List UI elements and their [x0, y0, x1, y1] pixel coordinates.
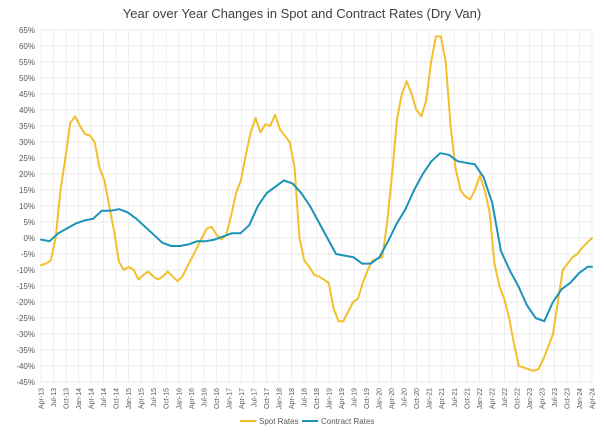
y-tick-label: -15%: [16, 282, 35, 291]
y-tick-label: -30%: [16, 330, 35, 339]
y-tick-label: 50%: [19, 74, 35, 83]
x-tick-label: Jan-15: [126, 388, 133, 410]
x-tick-label: Oct-19: [364, 388, 371, 409]
legend-label-spot-rates: Spot Rates: [259, 417, 299, 426]
y-tick-label: 0%: [23, 234, 35, 243]
x-tick-label: Apr-18: [289, 388, 296, 409]
legend: Spot Rates Contract Rates: [240, 417, 374, 426]
x-tick-label: Jan-21: [427, 388, 434, 410]
x-tick-label: Oct-21: [464, 388, 471, 409]
y-tick-label: 5%: [23, 218, 35, 227]
y-tick-label: -20%: [16, 298, 35, 307]
x-tick-label: Oct-13: [64, 388, 71, 409]
x-tick-label: Jan-22: [477, 388, 484, 410]
y-tick-label: 65%: [19, 26, 35, 35]
x-tick-label: Oct-22: [514, 388, 521, 409]
y-tick-label: 25%: [19, 154, 35, 163]
x-tick-label: Oct-20: [414, 388, 421, 409]
x-tick-label: Jul-13: [51, 388, 58, 407]
x-tick-label: Apr-17: [239, 388, 246, 409]
x-tick-label: Jul-18: [301, 388, 308, 407]
y-tick-label: -25%: [16, 314, 35, 323]
x-tick-label: Jan-23: [527, 388, 534, 410]
y-tick-label: -5%: [21, 250, 35, 259]
x-tick-label: Jul-22: [502, 388, 509, 407]
x-tick-label: Apr-22: [489, 388, 496, 409]
chart-title: Year over Year Changes in Spot and Contr…: [122, 6, 482, 21]
x-tick-label: Apr-14: [89, 388, 96, 409]
series-line-spot-rates: [40, 35, 593, 372]
y-tick-label: -10%: [16, 266, 35, 275]
y-tick-label: 15%: [19, 186, 35, 195]
y-tick-label: 55%: [19, 58, 35, 67]
x-tick-label: Jan-24: [577, 388, 584, 410]
x-tick-label: Jul-17: [251, 388, 258, 407]
y-tick-label: 30%: [19, 138, 35, 147]
x-tick-label: Oct-14: [114, 388, 121, 409]
x-tick-label: Jul-15: [151, 388, 158, 407]
y-axis: 65% 60% 55% 50% 45% 40% 35% 30% 25% 20% 15% 10% 5% 0%…: [16, 26, 35, 387]
y-tick-label: -40%: [16, 362, 35, 371]
x-tick-label: Oct-16: [214, 388, 221, 409]
y-tick-label: 45%: [19, 90, 35, 99]
horizontal-gridlines: [41, 29, 592, 383]
x-tick-label: Apr-16: [189, 388, 196, 409]
x-tick-label: Jan-18: [276, 388, 283, 410]
x-tick-label: Jul-23: [552, 388, 559, 407]
x-tick-label: Apr-21: [439, 388, 446, 409]
series-line-contract-rates: [40, 152, 593, 323]
x-tick-label: Jan-14: [76, 388, 83, 410]
y-tick-label: -45%: [16, 378, 35, 387]
series-layer: [40, 35, 593, 372]
x-tick-label: Oct-18: [314, 388, 321, 409]
x-tick-label: Apr-13: [39, 388, 46, 409]
x-axis: Apr-13 Jul-13 Oct-13 Jan-14 Apr-14 Jul-14 Oct-…: [39, 388, 597, 410]
x-tick-label: Apr-19: [339, 388, 346, 409]
x-tick-label: Jan-17: [226, 388, 233, 410]
x-tick-label: Jul-14: [101, 388, 108, 407]
y-tick-label: 60%: [19, 42, 35, 51]
x-tick-label: Oct-17: [264, 388, 271, 409]
y-tick-label: 35%: [19, 122, 35, 131]
y-tick-label: 10%: [19, 202, 35, 211]
x-tick-label: Oct-23: [564, 388, 571, 409]
legend-label-contract-rates: Contract Rates: [321, 417, 374, 426]
y-tick-label: 20%: [19, 170, 35, 179]
x-tick-label: Apr-15: [139, 388, 146, 409]
x-tick-label: Oct-15: [164, 388, 171, 409]
x-tick-label: Jul-21: [452, 388, 459, 407]
x-tick-label: Jul-16: [201, 388, 208, 407]
x-tick-label: Jul-20: [402, 388, 409, 407]
x-tick-label: Apr-24: [590, 388, 597, 409]
y-tick-label: 40%: [19, 106, 35, 115]
x-tick-label: Apr-20: [389, 388, 396, 409]
y-tick-label: -35%: [16, 346, 35, 355]
x-tick-label: Jul-19: [352, 388, 359, 407]
x-tick-label: Apr-23: [539, 388, 546, 409]
x-tick-label: Jan-16: [176, 388, 183, 410]
x-tick-label: Jan-19: [327, 388, 334, 410]
x-tick-label: Jan-20: [377, 388, 384, 410]
